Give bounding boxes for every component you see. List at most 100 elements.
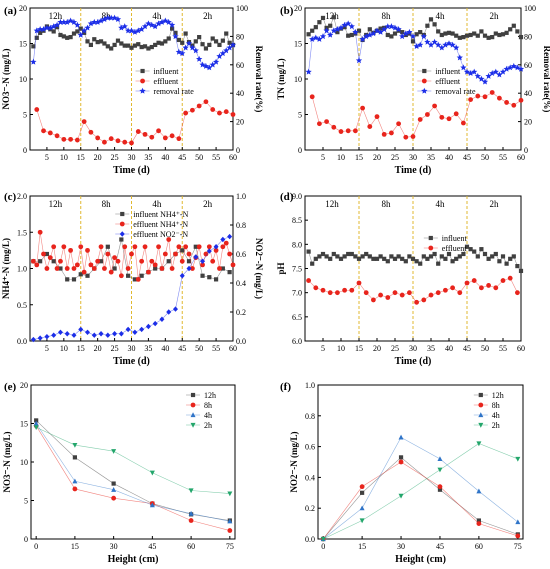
phase-label: 2h	[203, 199, 213, 209]
data-point	[456, 54, 463, 61]
data-point	[378, 26, 383, 31]
phase-label: 2h	[490, 11, 500, 21]
x-tick-label: 30	[110, 542, 118, 551]
data-point	[118, 331, 124, 337]
data-point	[112, 42, 117, 48]
data-point	[149, 502, 155, 508]
data-point	[223, 47, 230, 54]
data-point	[142, 44, 148, 49]
data-point	[112, 331, 118, 337]
data-point	[335, 254, 340, 259]
data-point	[54, 133, 60, 139]
y2-tick-label: 80	[524, 32, 532, 41]
data-point	[118, 273, 124, 279]
x-tick-label: 0	[321, 542, 325, 551]
data-point	[213, 247, 219, 253]
data-point	[149, 44, 154, 50]
data-point	[179, 258, 185, 264]
data-point	[91, 332, 97, 338]
data-point	[91, 266, 97, 271]
data-point	[88, 129, 94, 135]
legend-marker	[478, 402, 484, 408]
data-point	[500, 32, 506, 37]
data-point	[385, 259, 390, 264]
y-tick-label: 20	[20, 381, 28, 390]
data-point	[47, 130, 53, 136]
data-point	[323, 27, 330, 34]
data-point	[363, 33, 370, 40]
data-point	[345, 20, 352, 27]
phase-label: 4h	[436, 11, 446, 21]
data-point	[474, 72, 481, 79]
data-point	[166, 259, 171, 264]
data-point	[126, 43, 131, 48]
data-point	[349, 32, 354, 38]
legend-marker	[428, 245, 434, 251]
data-point	[200, 258, 206, 264]
x-tick-label: 60	[517, 153, 525, 162]
y2-tick-label: 0.6	[236, 250, 246, 259]
data-point	[467, 70, 474, 76]
data-point	[381, 131, 387, 137]
panel-label: (b)	[280, 5, 294, 17]
data-point	[72, 486, 78, 492]
x-tick-label: 40	[445, 153, 453, 162]
data-point	[464, 244, 470, 249]
legend-label: effluent NO2⁻-N	[133, 230, 188, 239]
data-point	[220, 244, 226, 250]
data-point	[436, 29, 441, 34]
data-point	[320, 251, 326, 257]
data-point	[335, 30, 340, 35]
data-point	[71, 277, 77, 282]
legend-marker	[119, 221, 125, 227]
data-point	[418, 261, 423, 266]
data-point	[417, 41, 424, 48]
data-point	[85, 39, 90, 44]
panel-label: (a)	[4, 5, 17, 17]
data-point	[145, 323, 151, 330]
data-point	[493, 285, 499, 291]
legend-marker	[478, 422, 484, 428]
data-point	[109, 46, 114, 51]
x-tick-label: 50	[481, 344, 489, 353]
data-point	[125, 266, 131, 271]
y2-axis-label: NO2⁻-N (mg/L)	[254, 238, 264, 299]
data-point	[78, 326, 84, 333]
x-axis-label: Time (d)	[395, 356, 432, 367]
x-tick-label: 60	[475, 542, 483, 551]
data-point	[359, 505, 365, 511]
series-line	[311, 92, 522, 138]
data-point	[142, 244, 148, 250]
data-point	[34, 35, 39, 40]
data-point	[360, 254, 365, 259]
data-point	[74, 262, 80, 268]
data-point	[227, 233, 233, 240]
data-point	[64, 266, 70, 271]
data-point	[149, 258, 155, 264]
data-point	[504, 30, 509, 35]
legend-label: effluent	[435, 77, 461, 86]
data-point	[443, 31, 448, 36]
data-point	[400, 30, 405, 35]
data-point	[64, 331, 70, 337]
x-tick-label: 75	[226, 542, 234, 551]
data-point	[112, 266, 117, 271]
data-point	[349, 287, 355, 293]
data-point	[454, 33, 459, 38]
data-point	[392, 256, 398, 261]
data-point	[363, 290, 369, 296]
data-point	[74, 137, 80, 143]
data-point	[437, 456, 443, 462]
data-point	[389, 34, 394, 39]
data-point	[490, 35, 495, 40]
data-point	[320, 536, 326, 542]
data-point	[306, 32, 311, 37]
data-point	[435, 290, 441, 296]
y-tick-label: 15	[294, 40, 302, 49]
phase-label: 12h	[325, 199, 339, 209]
data-point	[436, 261, 441, 266]
x-tick-label: 35	[144, 153, 152, 162]
